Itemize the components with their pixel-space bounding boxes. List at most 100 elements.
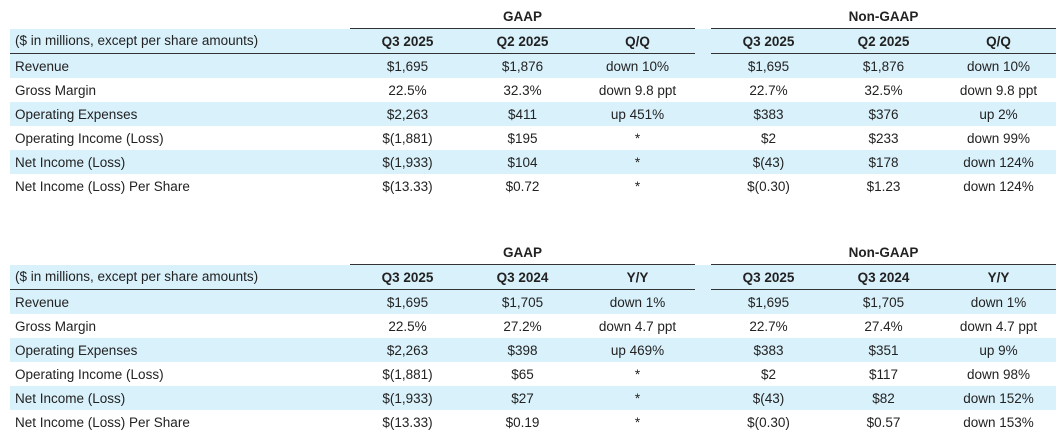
- row-label: Revenue: [10, 289, 350, 314]
- column-gap: [695, 289, 712, 314]
- nongaap-column-header: Q/Q: [941, 28, 1056, 54]
- nongaap-cell: $2: [761, 366, 777, 382]
- gaap-column-header: Q2 2025: [465, 28, 580, 54]
- gaap-column-header: Y/Y: [580, 264, 696, 290]
- row-label: Operating Income (Loss): [15, 130, 164, 146]
- gaap-cell: down 4.7 ppt: [598, 318, 677, 334]
- gaap-cell: up 451%: [580, 102, 696, 126]
- table-caption: ($ in millions, except per share amounts…: [10, 28, 350, 54]
- column-header-row: ($ in millions, except per share amounts…: [10, 264, 1056, 290]
- gaap-cell: *: [634, 130, 641, 146]
- nongaap-cell: $82: [826, 386, 942, 410]
- gaap-group-label: GAAP: [350, 4, 696, 29]
- column-header-row: ($ in millions, except per share amounts…: [10, 28, 1056, 54]
- gaap-column-header: Q3 2025: [350, 28, 465, 54]
- table-row: Net Income (Loss) $(1,933) $104 * $(43) $178 d…: [10, 150, 1056, 174]
- gaap-cell: 27.2%: [503, 318, 542, 334]
- nongaap-cell: down 98%: [966, 366, 1031, 382]
- column-gap: [695, 28, 712, 54]
- table-caption: ($ in millions, except per share amounts…: [10, 264, 350, 290]
- nongaap-cell: $1.23: [866, 178, 901, 194]
- row-label: Gross Margin: [15, 82, 97, 98]
- column-gap: [695, 240, 711, 265]
- table-row: Gross Margin 22.5% 27.2% down 4.7 ppt 22.7% 2…: [10, 314, 1056, 338]
- nongaap-group-label: Non-GAAP: [711, 4, 1056, 29]
- table-row: Operating Expenses $2,263 $411 up 451% $383 $…: [10, 102, 1056, 126]
- nongaap-cell: $233: [868, 130, 899, 146]
- nongaap-cell: 32.5%: [864, 82, 903, 98]
- gaap-group-label: GAAP: [350, 240, 696, 265]
- gaap-cell: $1,695: [350, 289, 465, 314]
- gaap-cell: $(13.33): [382, 414, 433, 430]
- gaap-cell: $2,263: [350, 338, 465, 362]
- row-label: Net Income (Loss) Per Share: [15, 414, 190, 430]
- nongaap-cell: $383: [711, 102, 827, 126]
- nongaap-cell: up 2%: [941, 102, 1056, 126]
- table-row: Net Income (Loss) Per Share $(13.33) $0.72…: [10, 174, 1056, 198]
- column-gap: [695, 264, 712, 290]
- gaap-cell: $(1,881): [382, 366, 433, 382]
- nongaap-cell: $0.57: [866, 414, 901, 430]
- gaap-cell: $0.72: [505, 178, 540, 194]
- gaap-cell: $65: [511, 366, 534, 382]
- gaap-cell: *: [580, 386, 696, 410]
- gaap-cell: $(1,881): [382, 130, 433, 146]
- group-spacer: [10, 4, 350, 29]
- row-label: Revenue: [10, 53, 350, 78]
- gaap-cell: down 10%: [580, 53, 696, 78]
- financial-table-quarter-over-quarter: GAAP Non-GAAP ($ in millions, except per s…: [10, 4, 1056, 198]
- table-row: Net Income (Loss) Per Share $(13.33) $0.19…: [10, 410, 1056, 434]
- gaap-cell: *: [580, 150, 696, 174]
- row-label: Net Income (Loss): [10, 386, 350, 410]
- table-row: Operating Expenses $2,263 $398 up 469% $383 $…: [10, 338, 1056, 362]
- nongaap-column-header: Y/Y: [941, 264, 1056, 290]
- gaap-cell: $1,705: [465, 289, 580, 314]
- table-row: Revenue $1,695 $1,876 down 10% $1,695 $1,876 d…: [10, 53, 1056, 78]
- gaap-cell: *: [634, 178, 641, 194]
- nongaap-cell: $351: [826, 338, 942, 362]
- gaap-column-header: Q3 2025: [350, 264, 465, 290]
- column-gap: [695, 314, 711, 338]
- gaap-cell: 32.3%: [503, 82, 542, 98]
- column-gap: [695, 386, 712, 410]
- gaap-cell: $1,876: [465, 53, 580, 78]
- column-gap: [695, 338, 712, 362]
- nongaap-cell: down 99%: [966, 130, 1031, 146]
- group-header-row: GAAP Non-GAAP: [10, 4, 1056, 29]
- gaap-cell: $(1,933): [350, 150, 465, 174]
- gaap-cell: 22.5%: [388, 82, 427, 98]
- nongaap-cell: $(0.30): [747, 414, 790, 430]
- nongaap-cell: $383: [711, 338, 827, 362]
- nongaap-cell: 22.7%: [749, 318, 788, 334]
- nongaap-cell: $(43): [711, 386, 827, 410]
- nongaap-cell: down 4.7 ppt: [959, 318, 1038, 334]
- nongaap-cell: $2: [761, 130, 777, 146]
- gaap-cell: $0.19: [505, 414, 540, 430]
- nongaap-cell: $1,695: [711, 289, 827, 314]
- row-label: Gross Margin: [15, 318, 97, 334]
- row-label: Operating Income (Loss): [15, 366, 164, 382]
- gaap-column-header: Q3 2024: [465, 264, 580, 290]
- gaap-cell: down 9.8 ppt: [598, 82, 677, 98]
- column-gap: [695, 410, 711, 434]
- gaap-cell: $195: [507, 130, 538, 146]
- nongaap-column-header: Q3 2025: [711, 264, 827, 290]
- nongaap-cell: down 152%: [941, 386, 1056, 410]
- gaap-cell: $2,263: [350, 102, 465, 126]
- column-gap: [695, 102, 712, 126]
- column-gap: [695, 150, 712, 174]
- column-gap: [695, 174, 711, 198]
- column-gap: [695, 126, 711, 150]
- nongaap-cell: 22.7%: [749, 82, 788, 98]
- table-row: Operating Income (Loss) $(1,881) $195 * $2 $2…: [10, 126, 1056, 150]
- nongaap-column-header: Q3 2025: [711, 28, 827, 54]
- nongaap-cell: down 153%: [963, 414, 1034, 430]
- gaap-cell: $398: [465, 338, 580, 362]
- gaap-cell: up 469%: [580, 338, 696, 362]
- column-gap: [695, 362, 711, 386]
- row-label: Operating Expenses: [10, 102, 350, 126]
- nongaap-cell: down 124%: [963, 178, 1034, 194]
- nongaap-cell: $178: [826, 150, 942, 174]
- group-spacer: [10, 240, 350, 265]
- gaap-column-header: Q/Q: [580, 28, 696, 54]
